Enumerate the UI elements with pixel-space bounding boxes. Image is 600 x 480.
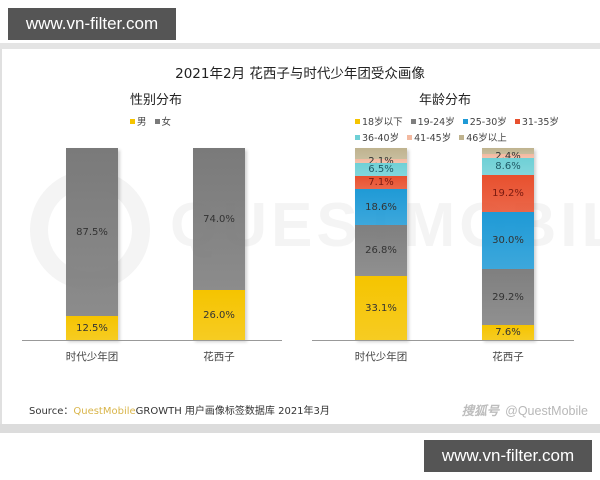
- bar-segment: 33.1%: [355, 276, 407, 340]
- age-legend-item: 46岁以上: [459, 130, 507, 144]
- bar-segment: 30.0%: [482, 211, 534, 270]
- bar-segment: 87.5%: [66, 148, 118, 316]
- legend-swatch-icon: [410, 118, 416, 124]
- legend-label: 41-45岁: [414, 133, 452, 144]
- gender-xlabel-2: 花西子: [203, 351, 235, 363]
- legend-swatch-icon: [462, 118, 468, 124]
- gender-legend: 男女: [130, 114, 171, 128]
- bottom-divider: [0, 424, 600, 433]
- age-legend-item: 25-30岁: [462, 114, 507, 128]
- bar-segment: 7.1%: [355, 175, 407, 190]
- age-x-axis: [312, 340, 574, 341]
- bar-segment: 18.6%: [355, 189, 407, 225]
- bar-segment: 2.1%: [355, 156, 407, 167]
- legend-swatch-icon: [514, 118, 520, 124]
- bar-segment: 12.5%: [66, 316, 118, 340]
- age-legend-item: 18岁以下: [355, 114, 403, 128]
- watermark-top: www.vn-filter.com: [8, 8, 176, 40]
- gender-xlabel-1: 时代少年团: [65, 351, 119, 363]
- legend-swatch-icon: [355, 118, 360, 124]
- gender-legend-item: 女: [154, 114, 172, 128]
- legend-label: 31-35岁: [521, 117, 559, 128]
- legend-label: 女: [161, 117, 172, 128]
- age-xlabel-1: 时代少年团: [354, 351, 408, 363]
- age-legend-item: 36-40岁: [355, 130, 399, 144]
- bar-segment: 26.8%: [355, 225, 407, 277]
- bar-segment: [355, 148, 407, 160]
- top-divider: [0, 43, 600, 49]
- source-prefix: Source：: [29, 406, 74, 417]
- bar-segment: 8.6%: [482, 158, 534, 175]
- credit: 搜狐号 @QuestMobile: [462, 400, 588, 419]
- age-legend-item: 41-45岁: [407, 130, 451, 144]
- age-bar-2: 7.6% 29.2% 30.0% 19.2% 8.6% 2.4%: [482, 148, 534, 340]
- legend-swatch-icon: [407, 134, 413, 140]
- chart-title: 2021年2月 花西子与时代少年团受众画像: [175, 66, 425, 82]
- questmobile-credit: @QuestMobile: [505, 404, 588, 418]
- bar-segment: 29.2%: [482, 269, 534, 326]
- bar-segment: 2.4%: [482, 151, 534, 162]
- bar-segment: 26.0%: [193, 290, 245, 340]
- age-legend: 18岁以下 19-24岁 25-30岁 31-35岁 36-40岁 41-45岁 46岁以上: [355, 114, 580, 144]
- gender-bar-2: 26.0% 74.0%: [193, 148, 245, 340]
- bar-segment: 19.2%: [482, 174, 534, 212]
- legend-swatch-icon: [355, 134, 360, 140]
- bar-segment: 74.0%: [193, 148, 245, 291]
- gender-legend-item: 男: [130, 114, 147, 128]
- gender-x-axis: [22, 340, 282, 341]
- legend-swatch-icon: [154, 118, 160, 124]
- legend-label: 25-30岁: [469, 117, 507, 128]
- gender-chart-subtitle: 性别分布: [129, 93, 182, 108]
- source-brand: QuestMobile: [73, 406, 136, 417]
- source-note: Source：QuestMobileGROWTH 用户画像标签数据库 2021年…: [29, 402, 330, 417]
- gender-bar-1: 12.5% 87.5%: [66, 148, 118, 340]
- legend-swatch-icon: [459, 134, 465, 140]
- watermark-bottom: www.vn-filter.com: [424, 440, 592, 472]
- source-text: GROWTH 用户画像标签数据库 2021年3月: [135, 406, 330, 417]
- legend-label: 36-40岁: [362, 133, 400, 144]
- bar-segment: [482, 148, 534, 154]
- legend-label: 18岁以下: [362, 117, 403, 128]
- sohu-logo: 搜狐号: [461, 404, 500, 418]
- legend-label: 19-24岁: [417, 117, 455, 128]
- age-legend-item: 19-24岁: [410, 114, 455, 128]
- legend-swatch-icon: [130, 118, 135, 124]
- bar-segment: 6.5%: [355, 163, 407, 176]
- age-xlabel-2: 花西子: [492, 351, 524, 363]
- legend-label: 46岁以上: [466, 133, 507, 144]
- legend-label: 男: [137, 117, 147, 128]
- age-legend-item: 31-35岁: [514, 114, 559, 128]
- bar-segment: 7.6%: [482, 325, 534, 340]
- age-chart-subtitle: 年龄分布: [418, 93, 471, 108]
- age-bar-1: 33.1% 26.8% 18.6% 7.1% 6.5% 2.1%: [355, 148, 407, 340]
